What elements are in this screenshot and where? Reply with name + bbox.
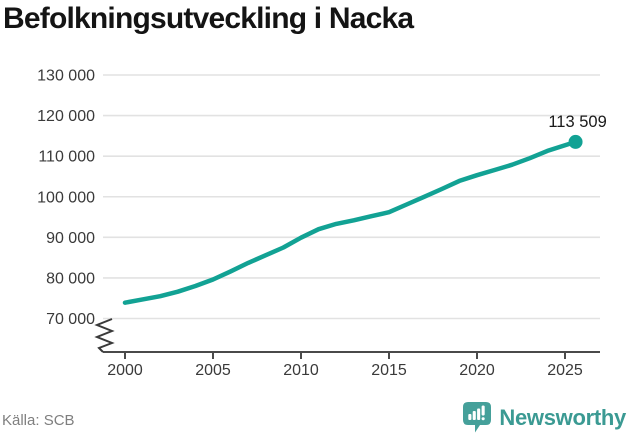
end-point-dot bbox=[568, 134, 583, 149]
newsworthy-logo-text: Newsworthy bbox=[499, 404, 626, 430]
x-tick-label: 2020 bbox=[459, 362, 495, 379]
logo-bar-2 bbox=[473, 411, 477, 420]
chart-canvas: 70 000 80 000 90 000 100 000 110 000 120 000 1… bbox=[37, 68, 607, 380]
logo-bar-1 bbox=[468, 414, 472, 420]
logo-exclamation-dot bbox=[482, 417, 486, 421]
axis-break-icon bbox=[94, 318, 115, 353]
x-tick-label: 2010 bbox=[283, 362, 319, 379]
newsworthy-logo[interactable]: Newsworthy bbox=[462, 401, 626, 434]
population-line bbox=[122, 139, 578, 305]
y-tick-label: 70 000 bbox=[46, 311, 95, 328]
logo-bar-3 bbox=[477, 408, 481, 420]
end-value-label: 113 509 bbox=[548, 113, 606, 131]
logo-exclamation-bar bbox=[482, 405, 486, 416]
chart-title: Befolkningsutveckling i Nacka bbox=[3, 2, 414, 35]
y-tick-label: 80 000 bbox=[46, 270, 95, 287]
y-tick-label: 90 000 bbox=[46, 230, 95, 247]
y-tick-label: 100 000 bbox=[37, 189, 95, 206]
y-tick-label: 130 000 bbox=[37, 68, 95, 85]
x-tick-label: 2015 bbox=[371, 362, 407, 379]
newsworthy-logo-icon bbox=[463, 402, 492, 433]
source-label: Källa: SCB bbox=[2, 412, 75, 429]
y-tick-label: 110 000 bbox=[38, 149, 95, 166]
x-tick-label: 2000 bbox=[107, 362, 143, 379]
y-tick-label: 120 000 bbox=[37, 108, 95, 125]
x-tick-label: 2025 bbox=[547, 362, 583, 379]
x-tick-label: 2005 bbox=[195, 362, 231, 379]
